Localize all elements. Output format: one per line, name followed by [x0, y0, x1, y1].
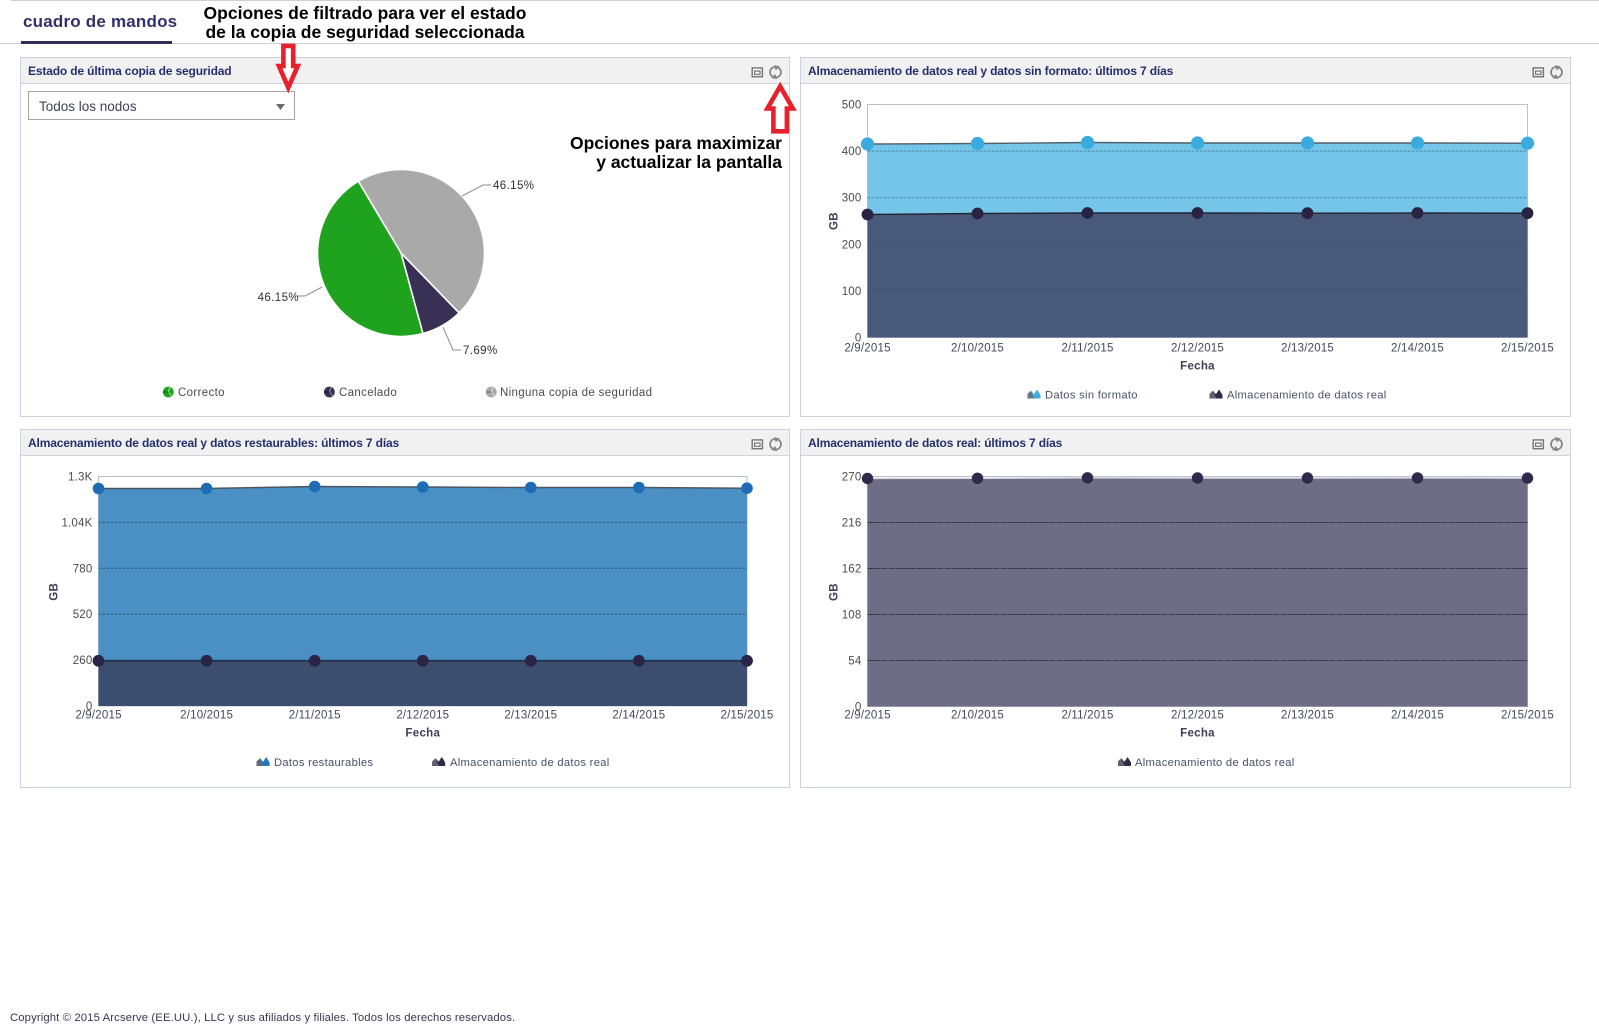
- svg-text:500: 500: [842, 100, 862, 112]
- svg-text:2/13/2015: 2/13/2015: [1281, 710, 1334, 722]
- svg-text:2/11/2015: 2/11/2015: [1061, 343, 1113, 355]
- svg-text:2/9/2015: 2/9/2015: [844, 343, 890, 355]
- svg-text:2/10/2015: 2/10/2015: [951, 343, 1004, 355]
- svg-text:2/9/2015: 2/9/2015: [844, 710, 890, 722]
- svg-text:200: 200: [842, 239, 862, 251]
- svg-text:2/13/2015: 2/13/2015: [1281, 343, 1334, 355]
- svg-text:780: 780: [73, 563, 93, 575]
- svg-text:GB: GB: [829, 212, 841, 230]
- svg-text:2/14/2015: 2/14/2015: [612, 710, 665, 722]
- svg-text:2/14/2015: 2/14/2015: [1391, 710, 1444, 722]
- svg-text:2/12/2015: 2/12/2015: [396, 710, 449, 722]
- svg-text:2/13/2015: 2/13/2015: [504, 710, 557, 722]
- svg-text:216: 216: [842, 518, 862, 530]
- svg-text:2/15/2015: 2/15/2015: [1501, 710, 1554, 722]
- svg-text:Almacenamiento de datos real: Almacenamiento de datos real: [1227, 390, 1387, 402]
- svg-text:Fecha: Fecha: [1180, 728, 1215, 740]
- svg-text:1.04K: 1.04K: [61, 517, 92, 529]
- svg-text:520: 520: [73, 609, 93, 621]
- svg-text:2/9/2015: 2/9/2015: [75, 710, 121, 722]
- svg-text:0: 0: [86, 701, 93, 713]
- svg-text:2/10/2015: 2/10/2015: [180, 710, 233, 722]
- svg-text:7.69%: 7.69%: [463, 345, 498, 357]
- svg-text:GB: GB: [829, 583, 841, 601]
- svg-text:Correcto: Correcto: [178, 387, 225, 399]
- svg-text:0: 0: [855, 333, 862, 345]
- svg-text:2/10/2015: 2/10/2015: [951, 710, 1004, 722]
- svg-text:100: 100: [842, 286, 862, 298]
- svg-text:46.15%: 46.15%: [258, 292, 299, 304]
- svg-text:Fecha: Fecha: [405, 728, 440, 740]
- svg-text:2/12/2015: 2/12/2015: [1171, 710, 1224, 722]
- svg-text:Fecha: Fecha: [1180, 361, 1215, 373]
- svg-text:400: 400: [842, 146, 862, 158]
- svg-text:46.15%: 46.15%: [493, 180, 534, 192]
- svg-text:108: 108: [842, 610, 862, 622]
- svg-text:2/11/2015: 2/11/2015: [1061, 710, 1113, 722]
- svg-text:270: 270: [842, 472, 862, 484]
- svg-text:Datos restaurables: Datos restaurables: [274, 757, 373, 769]
- svg-text:0: 0: [855, 702, 862, 714]
- svg-text:Cancelado: Cancelado: [339, 387, 397, 399]
- svg-text:Ninguna copia de seguridad: Ninguna copia de seguridad: [500, 387, 652, 399]
- svg-text:2/15/2015: 2/15/2015: [1501, 343, 1554, 355]
- svg-text:Datos sin formato: Datos sin formato: [1045, 390, 1138, 402]
- svg-text:260: 260: [73, 655, 93, 667]
- svg-text:Almacenamiento de datos real: Almacenamiento de datos real: [450, 757, 610, 769]
- svg-text:GB: GB: [49, 583, 61, 601]
- svg-text:2/11/2015: 2/11/2015: [289, 710, 341, 722]
- svg-text:54: 54: [848, 656, 862, 668]
- svg-text:2/15/2015: 2/15/2015: [721, 710, 774, 722]
- svg-text:2/14/2015: 2/14/2015: [1391, 343, 1444, 355]
- svg-text:300: 300: [842, 193, 862, 205]
- svg-text:162: 162: [842, 564, 862, 576]
- svg-text:Almacenamiento de datos real: Almacenamiento de datos real: [1135, 757, 1295, 769]
- svg-text:2/12/2015: 2/12/2015: [1171, 343, 1224, 355]
- svg-text:1.3K: 1.3K: [68, 472, 93, 484]
